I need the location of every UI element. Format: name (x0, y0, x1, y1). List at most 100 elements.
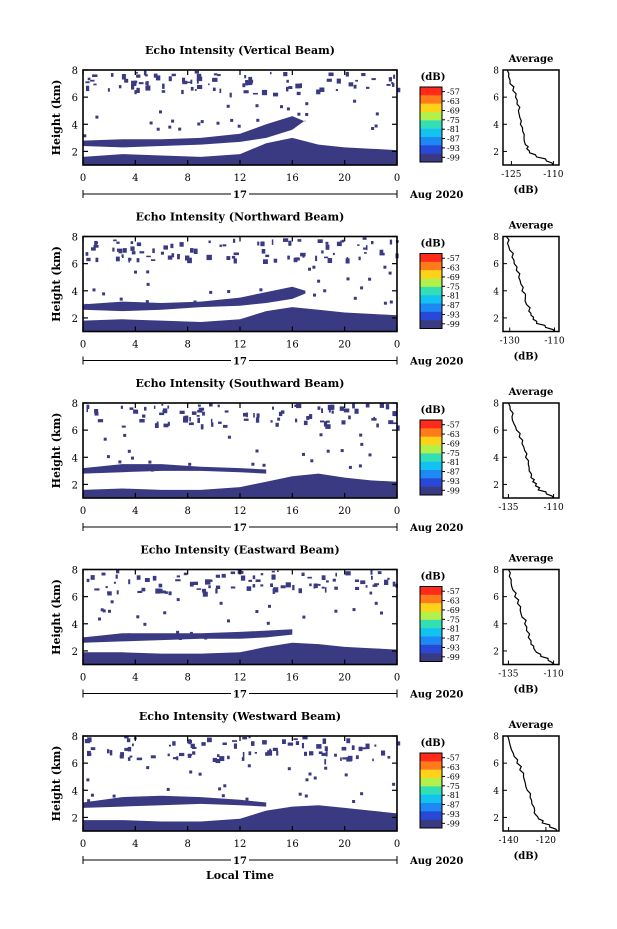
day-label: 17 (233, 357, 247, 368)
average-y-tick-label: 2 (493, 647, 499, 657)
y-tick-label: 8 (72, 233, 78, 244)
colorbar-tick-label: -69 (447, 273, 460, 282)
x-tick-label: 0 (80, 673, 86, 684)
colorbar-tick-label: -69 (447, 606, 460, 615)
average-frame (502, 235, 560, 333)
panel-title: Echo Intensity (Eastward Beam) (140, 544, 339, 557)
colorbar-swatch (420, 819, 442, 829)
colorbar-frame (419, 752, 443, 829)
colorbar-tick-label: -99 (447, 819, 460, 828)
average-profile-line (505, 236, 555, 332)
day-label: 17 (233, 856, 247, 867)
colorbar-swatch (420, 586, 442, 596)
echo-layer (83, 795, 267, 808)
colorbar-swatch (420, 619, 442, 629)
echo-speckles (83, 70, 401, 138)
average-y-tick-label: 2 (493, 481, 499, 491)
colorbar-swatch (420, 120, 442, 129)
average-profile-line (507, 735, 558, 832)
x-tick-label: 12 (234, 173, 247, 184)
y-tick-label: 8 (72, 399, 78, 410)
colorbar-swatch (420, 153, 442, 163)
x-tick-label: 20 (338, 340, 351, 351)
colorbar-tick-label: -57 (447, 587, 460, 596)
colorbar-swatch (420, 253, 442, 263)
colorbar-tick-label: -63 (447, 264, 460, 273)
colorbar-tick-label: -63 (447, 430, 460, 439)
colorbar-tick-label: -75 (447, 782, 460, 791)
y-tick-label: 4 (72, 786, 78, 797)
colorbar-tick-label: -87 (447, 801, 460, 810)
colorbar-swatch (420, 636, 442, 646)
y-axis-label: Height (km) (50, 579, 63, 655)
y-tick-label: 2 (72, 147, 78, 158)
average-title: Average (508, 387, 554, 398)
x-tick-label: 20 (338, 506, 351, 517)
month-label: Aug 2020 (409, 856, 463, 867)
x-tick-label: 4 (132, 673, 138, 684)
echo-layer (83, 473, 397, 498)
average-title: Average (508, 54, 554, 65)
colorbar-tick-label: -93 (447, 810, 460, 819)
colorbar-swatch (420, 420, 442, 429)
x-tick-label: 8 (184, 173, 190, 184)
average-frame (502, 69, 560, 166)
colorbar-swatch (420, 95, 442, 104)
colorbar-swatch (420, 303, 442, 313)
colorbar-swatch (420, 594, 442, 604)
average-x-tick-label: -120 (536, 836, 556, 846)
y-axis-label: Height (km) (50, 746, 63, 822)
colorbar-swatch (420, 794, 442, 804)
colorbar-swatch (420, 611, 442, 621)
colorbar-tick-label: -63 (447, 597, 460, 606)
colorbar-tick-label: -93 (447, 310, 460, 319)
x-tick-label: 4 (132, 506, 138, 517)
colorbar-tick-label: -81 (447, 458, 460, 467)
panel-title: Echo Intensity (Westward Beam) (139, 710, 341, 723)
colorbar-swatch (420, 128, 442, 138)
x-tick-label: 0 (394, 506, 400, 517)
average-y-tick-label: 6 (493, 760, 499, 770)
average-profile-line (507, 402, 555, 499)
average-y-tick-label: 6 (493, 94, 499, 104)
x-tick-label: 4 (132, 839, 138, 850)
echo-speckles (86, 403, 400, 472)
average-x-tick-label: -110 (543, 503, 563, 513)
beam-panel: Echo Intensity (Northward Beam) 2 4 6 8 Heigh… (50, 211, 565, 368)
colorbar-tick-label: -81 (447, 125, 460, 134)
y-tick-label: 2 (72, 647, 78, 658)
month-label: Aug 2020 (409, 190, 463, 201)
colorbar-tick-label: -81 (447, 292, 460, 301)
y-tick-label: 2 (72, 314, 78, 325)
average-x-tick-label: -125 (501, 170, 521, 180)
day-label: 17 (233, 690, 247, 701)
average-x-label: (dB) (514, 352, 539, 363)
y-axis-label: Height (km) (50, 246, 63, 322)
average-title: Average (508, 554, 554, 565)
colorbar-swatch (420, 112, 442, 121)
month-label: Aug 2020 (409, 523, 463, 534)
colorbar-tick-label: -87 (447, 634, 460, 643)
beam-panel: Echo Intensity (Southward Beam) 2 4 6 8 Heigh… (50, 377, 564, 534)
average-y-tick-label: 6 (493, 427, 499, 437)
colorbar-swatch (420, 286, 442, 296)
x-tick-label: 0 (80, 506, 86, 517)
average-y-tick-label: 4 (493, 121, 499, 131)
x-tick-label: 16 (286, 340, 299, 351)
colorbar-swatch (420, 778, 442, 787)
echo-speckles (86, 569, 398, 640)
average-x-tick-label: -135 (498, 670, 518, 680)
colorbar-tick-label: -63 (447, 97, 460, 106)
colorbar-tick-label: -87 (447, 468, 460, 477)
x-tick-label: 4 (132, 340, 138, 351)
average-y-tick-label: 8 (493, 733, 499, 743)
average-profile-line (507, 569, 555, 665)
colorbar-swatch (420, 428, 442, 437)
colorbar-swatch (420, 461, 442, 471)
colorbar-tick-label: -75 (447, 615, 460, 624)
y-axis-label: Height (km) (50, 80, 63, 156)
colorbar-tick-label: -87 (447, 135, 460, 144)
x-tick-label: 0 (80, 173, 86, 184)
panel-title: Echo Intensity (Northward Beam) (136, 211, 345, 224)
average-y-tick-label: 4 (493, 787, 499, 797)
